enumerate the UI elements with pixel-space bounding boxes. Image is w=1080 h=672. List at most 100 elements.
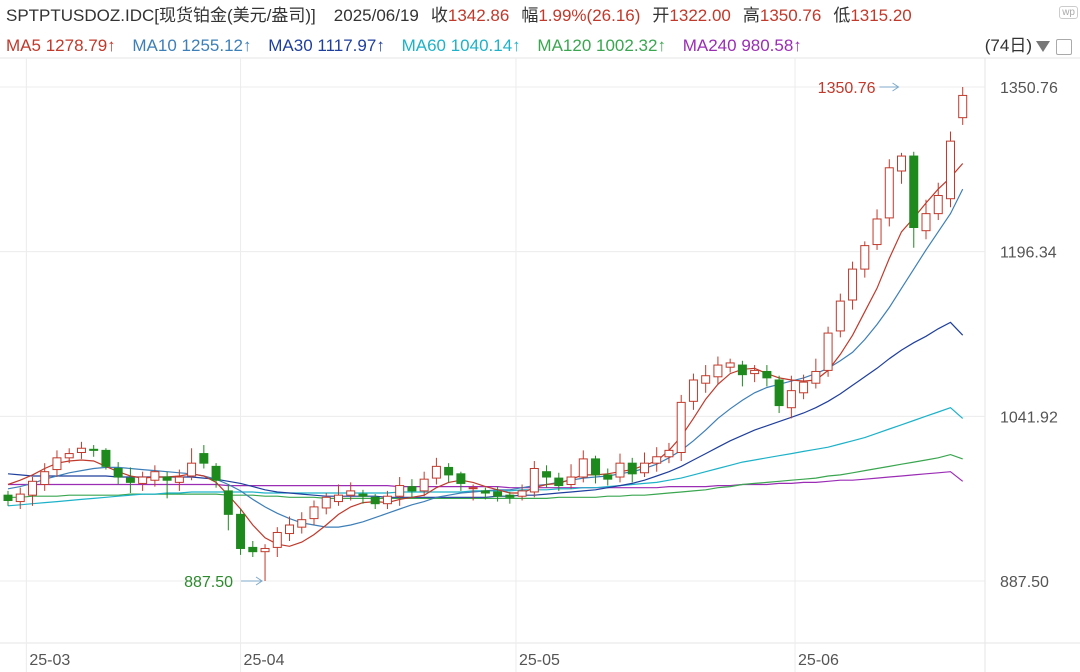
candle <box>248 541 258 558</box>
y-tick-label: 1350.76 <box>1000 80 1058 97</box>
candle-body <box>150 471 160 481</box>
candle-body <box>701 375 711 384</box>
candle-body <box>933 195 943 215</box>
candle <box>321 493 331 515</box>
candle-body <box>652 456 662 464</box>
candle-body <box>909 155 919 229</box>
candle-body <box>774 379 784 407</box>
candle-body <box>468 487 478 490</box>
candle-body <box>542 471 552 478</box>
candle-body <box>835 300 845 332</box>
candle-body <box>799 381 809 394</box>
ma30-line <box>7 321 964 498</box>
ma-legend: MA5 1278.79↑ MA10 1255.12↑ MA30 1117.97↑… <box>6 34 802 58</box>
candle-body <box>321 496 331 509</box>
candle <box>395 477 405 506</box>
x-tick-label: 25-05 <box>519 652 560 669</box>
candle <box>713 356 723 385</box>
candle-body <box>260 547 270 553</box>
candle <box>664 442 674 464</box>
candle-body <box>199 453 209 464</box>
candle-body <box>786 390 796 409</box>
candle-body <box>358 493 368 497</box>
period-selector[interactable]: (74日) <box>985 34 1072 58</box>
x-tick-label: 25-06 <box>798 652 839 669</box>
candle-body <box>750 369 760 375</box>
close-value: 1342.86 <box>447 6 510 25</box>
candle <box>40 463 50 491</box>
candle-body <box>848 268 858 301</box>
candle <box>162 471 172 499</box>
candle <box>639 452 649 478</box>
candle-body <box>615 462 625 478</box>
candle <box>15 487 25 510</box>
candle <box>456 471 466 491</box>
candle <box>945 131 955 208</box>
candle <box>933 182 943 221</box>
candle <box>346 482 356 501</box>
candle-body <box>64 453 74 459</box>
candle <box>125 467 135 494</box>
candle <box>897 152 907 184</box>
candle <box>382 490 392 510</box>
candle <box>272 527 282 558</box>
ma5-legend: MA5 1278.79↑ <box>6 36 116 55</box>
quote-header: SPTPTUSDOZ.IDC[现货铂金(美元/盎司)] 2025/06/19 收13… <box>6 4 912 28</box>
candle <box>884 159 894 227</box>
candle <box>603 468 613 486</box>
candle-body <box>395 485 405 497</box>
candle-body <box>897 155 907 172</box>
candle-body <box>138 476 148 484</box>
candle <box>260 544 270 581</box>
candle-body <box>309 506 319 520</box>
candle-body <box>517 490 527 497</box>
candle-body <box>872 218 882 246</box>
candle <box>480 487 490 500</box>
candle <box>542 465 552 488</box>
candle-body <box>505 494 515 498</box>
candle <box>823 326 833 377</box>
candle-body <box>725 362 735 368</box>
candle-body <box>554 477 564 487</box>
chart-grid <box>0 57 1080 672</box>
candles <box>3 87 968 581</box>
candle <box>211 463 221 488</box>
chart-settings-icon[interactable] <box>1056 38 1072 55</box>
candle <box>236 509 246 555</box>
candle-body <box>480 490 490 494</box>
candle <box>835 293 845 338</box>
candle <box>297 512 307 534</box>
candle-body <box>419 478 429 492</box>
candle-body <box>89 448 99 451</box>
candle-body <box>187 462 197 477</box>
candle <box>517 484 527 501</box>
candle <box>76 441 86 459</box>
candle <box>676 394 686 462</box>
y-tick-label: 887.50 <box>1000 574 1049 591</box>
candle-body <box>27 480 37 496</box>
candle-body <box>811 370 821 384</box>
candle <box>113 462 123 485</box>
candle-body <box>40 471 50 485</box>
candle <box>174 469 184 491</box>
candle-body <box>823 332 833 371</box>
x-tick-label: 25-03 <box>29 652 70 669</box>
candle <box>370 494 380 510</box>
candle <box>688 373 698 410</box>
candle <box>578 450 588 483</box>
candle <box>138 471 148 491</box>
candle-body <box>3 494 13 501</box>
candle <box>701 365 711 393</box>
candle-body <box>174 476 184 483</box>
candle <box>493 486 503 502</box>
candle <box>554 472 564 491</box>
ma60-legend: MA60 1040.14↑ <box>401 36 521 55</box>
candle-body <box>921 213 931 232</box>
candle <box>407 479 417 498</box>
candle-body <box>346 490 356 496</box>
candle <box>419 471 429 497</box>
symbol-name: SPTPTUSDOZ.IDC[现货铂金(美元/盎司)] <box>6 6 316 25</box>
candle-body <box>627 462 637 475</box>
candle <box>566 464 576 489</box>
